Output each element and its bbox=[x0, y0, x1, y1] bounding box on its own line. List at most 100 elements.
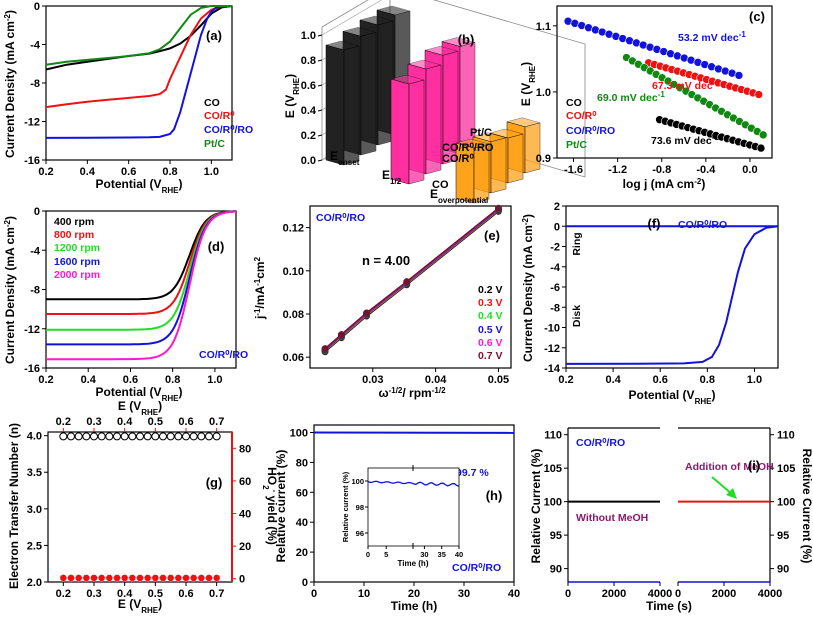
sample-label-h: CO/R⁰/RO bbox=[452, 562, 501, 574]
a-xtick-label: 1.0 bbox=[204, 166, 219, 178]
inset-frame bbox=[368, 468, 459, 546]
g-ytick-label: 2.0 bbox=[27, 577, 42, 589]
tafel-label: 69.0 mV dec-1 bbox=[597, 90, 665, 105]
legend-CO: CO bbox=[204, 97, 220, 109]
c-xtick-label: -0.4 bbox=[696, 164, 716, 176]
h-xtick-label: 0 bbox=[311, 588, 317, 600]
ytick-b bbox=[318, 160, 322, 161]
c-ytick-label: 1.0 bbox=[536, 87, 551, 99]
e-xtick-label: 0.04 bbox=[425, 374, 447, 386]
panel-label-i: (i) bbox=[748, 458, 760, 473]
xtick-label-i: 2000 bbox=[602, 588, 626, 600]
y-axis-label-f: Current Density (mA cm-2) bbox=[521, 214, 536, 362]
e-ytick-label: 0.10 bbox=[283, 266, 304, 278]
ytick-b bbox=[318, 35, 322, 36]
depth-label: Pt/C bbox=[470, 127, 492, 139]
tafel-label: 53.2 mV dec-1 bbox=[678, 30, 746, 45]
inset-y-axis-label: Relative current (%) bbox=[341, 471, 350, 542]
data-point-0.7 V bbox=[338, 331, 344, 337]
x-axis-label-i: Time (s) bbox=[646, 599, 692, 613]
g-xtick-label: 0.7 bbox=[209, 588, 224, 600]
top-xtick-label: 0.5 bbox=[148, 416, 163, 428]
data-point-ho2 bbox=[206, 574, 213, 581]
y2tick-label: 20 bbox=[239, 541, 251, 553]
a-xtick-label: 0.8 bbox=[162, 166, 177, 178]
f-frame bbox=[566, 206, 778, 368]
bar-side bbox=[508, 134, 523, 183]
top-xtick-label: 0.3 bbox=[86, 416, 101, 428]
g-xtick-label: 0.2 bbox=[56, 588, 71, 600]
inset-ytick-label: 96 bbox=[356, 529, 364, 538]
data-point-ho2 bbox=[83, 574, 90, 581]
annotation-e: n = 4.00 bbox=[362, 253, 410, 268]
e-ytick-label: 0.06 bbox=[283, 352, 304, 364]
a-ytick-label: -4 bbox=[30, 40, 41, 52]
data-point-n bbox=[183, 433, 190, 440]
a-ytick-label: -8 bbox=[30, 78, 40, 90]
data-point-ho2 bbox=[167, 574, 174, 581]
y2-axis-label-i: Relative Current (%) bbox=[800, 449, 813, 564]
a-ytick-label: 0 bbox=[34, 1, 40, 13]
data-point-ho2 bbox=[114, 574, 121, 581]
bar-side bbox=[426, 65, 441, 174]
data-point-ho2 bbox=[137, 574, 144, 581]
legend-c: CO/R⁰/RO bbox=[566, 125, 615, 137]
top-xtick-label: 0.7 bbox=[209, 416, 224, 428]
depth-label: CO/R⁰ bbox=[442, 153, 475, 165]
data-point-ho2 bbox=[60, 574, 67, 581]
g-frame bbox=[48, 432, 232, 582]
ytick-label-i: 90 bbox=[550, 564, 562, 576]
data-point-n bbox=[213, 433, 220, 440]
f-ytick-label: -10 bbox=[544, 323, 560, 335]
d-ytick-label: -8 bbox=[30, 285, 40, 297]
d-ytick-label: -4 bbox=[30, 245, 41, 257]
y2tick-label: 80 bbox=[239, 443, 251, 455]
legend-400 rpm: 400 rpm bbox=[54, 216, 94, 228]
data-point-n bbox=[160, 433, 167, 440]
a-xtick-label: 0.4 bbox=[80, 166, 96, 178]
y2tick-label-i: 95 bbox=[777, 530, 789, 542]
y2tick-label-i: 105 bbox=[777, 463, 795, 475]
x-axis-label-c: log j (mA cm-2) bbox=[623, 177, 706, 192]
without-meoh-label: Without MeOH bbox=[576, 512, 648, 524]
g-ytick-label: 4.0 bbox=[27, 431, 42, 443]
y-axis-label-i: Relative Current (%) bbox=[529, 449, 543, 564]
bar-front bbox=[326, 45, 344, 165]
data-point-n bbox=[144, 433, 151, 440]
legend-c: CO bbox=[566, 97, 582, 109]
sample-label-d: CO/R⁰/RO bbox=[199, 349, 248, 361]
data-point-ho2 bbox=[160, 574, 167, 581]
f-xtick-label: 0.8 bbox=[700, 374, 715, 386]
bar-side bbox=[409, 80, 424, 184]
ytick-label-i: 110 bbox=[544, 430, 562, 442]
g-ytick-label: 2.5 bbox=[27, 540, 42, 552]
data-point-n bbox=[175, 433, 182, 440]
tafel-label: 73.6 mV dec-1 bbox=[651, 133, 719, 148]
a-xtick-label: 0.2 bbox=[38, 166, 53, 178]
xtick-label-i: 2000 bbox=[712, 588, 736, 600]
data-point-0.7 V bbox=[322, 345, 328, 351]
data-point-n bbox=[167, 433, 174, 440]
data-point-0.7 V bbox=[363, 310, 369, 316]
y2tick-label-i: 110 bbox=[777, 430, 795, 442]
data-point-ho2 bbox=[213, 574, 220, 581]
legend-CO/R⁰: CO/R⁰ bbox=[204, 110, 235, 122]
f-ytick-label: -4 bbox=[550, 262, 561, 274]
legend-1600 rpm: 1600 rpm bbox=[54, 256, 100, 268]
ring-label: Ring bbox=[571, 232, 583, 255]
inset-ytick-label: 100 bbox=[351, 477, 364, 486]
data-point-ho2 bbox=[98, 574, 105, 581]
ytick-label-b: 0.6 bbox=[301, 80, 316, 92]
legend-0.6 V: 0.6 V bbox=[478, 337, 503, 349]
ytick-label-b: 0.0 bbox=[301, 155, 316, 167]
data-point-n bbox=[68, 433, 75, 440]
y2tick-label-i: 100 bbox=[777, 497, 795, 509]
data-point-ho2 bbox=[175, 574, 182, 581]
depth-label: CO/R⁰/RO bbox=[442, 142, 494, 154]
ytick-b bbox=[318, 110, 322, 111]
data-point-ho2 bbox=[198, 574, 205, 581]
data-point-n bbox=[91, 433, 98, 440]
bar-side bbox=[361, 32, 376, 155]
f-xtick-label: 1.0 bbox=[747, 374, 762, 386]
inset-x-axis-label: Time (h) bbox=[398, 559, 429, 568]
